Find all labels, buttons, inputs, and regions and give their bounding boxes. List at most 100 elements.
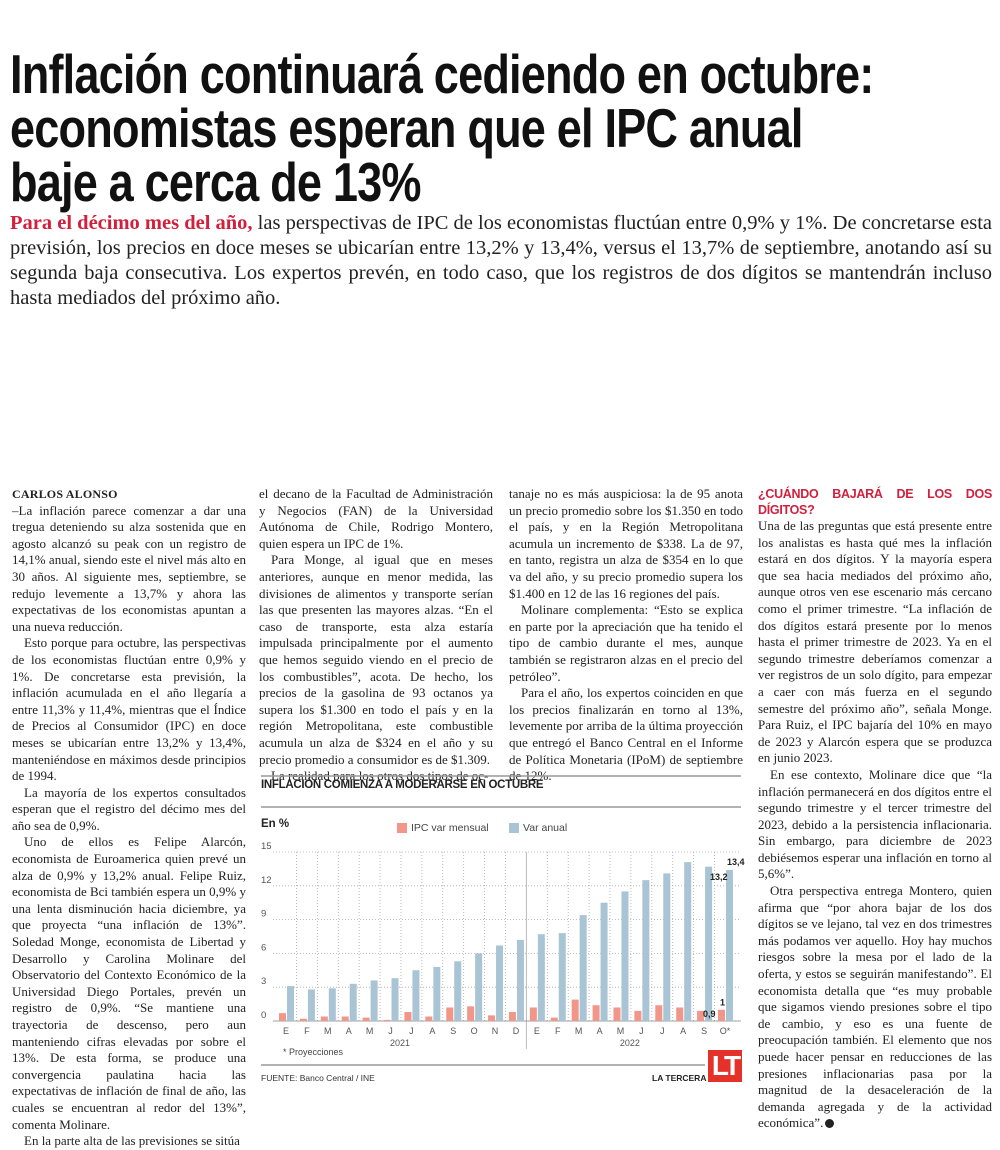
bar-ipc-mensual bbox=[467, 1006, 475, 1021]
bar-var-anual bbox=[349, 983, 357, 1021]
data-label: 1 bbox=[720, 998, 725, 1008]
legend-label: Var anual bbox=[523, 822, 568, 834]
chart-canvas: 0 3 6 9 12 15 E F M A M J J A S O N D E F M A M J J A S O* 2021 2022 1… bbox=[261, 775, 745, 1066]
bar-var-anual bbox=[663, 873, 671, 1021]
headline-line: economistas esperan que el IPC anual bbox=[10, 96, 803, 159]
bar-ipc-mensual bbox=[404, 1011, 412, 1021]
paragraph: Esto porque para octubre, las perspectiv… bbox=[12, 635, 246, 784]
legend-swatch bbox=[397, 823, 407, 833]
paragraph: Para Monge, al igual que en meses anteri… bbox=[259, 552, 493, 767]
byline: CARLOS ALONSO bbox=[12, 487, 118, 501]
bar-var-anual bbox=[621, 891, 629, 1021]
y-axis-label: En % bbox=[261, 818, 290, 830]
paragraph: Una de las preguntas que está presente e… bbox=[758, 518, 992, 766]
bar-var-anual bbox=[705, 866, 713, 1021]
paragraph: En ese contexto, Molinare dice que “la i… bbox=[758, 766, 992, 882]
data-label: 13,2 bbox=[710, 872, 728, 882]
x-tick-label: O* bbox=[720, 1026, 731, 1036]
bar-ipc-mensual bbox=[446, 1007, 454, 1021]
bar-var-anual bbox=[558, 933, 566, 1021]
year-label: 2021 bbox=[390, 1038, 410, 1048]
bar-ipc-mensual bbox=[488, 1015, 496, 1021]
x-tick-label: E bbox=[283, 1026, 289, 1036]
article-column-2: el decano de la Facultad de Administraci… bbox=[259, 486, 493, 785]
x-tick-label: J bbox=[660, 1026, 665, 1036]
legend-item-anual: Var anual bbox=[509, 822, 567, 834]
bar-var-anual bbox=[287, 986, 294, 1021]
headline: Inflación continuará cediendo en octubre… bbox=[10, 46, 1000, 213]
bar-var-anual bbox=[726, 870, 733, 1021]
bar-ipc-mensual bbox=[634, 1010, 642, 1021]
x-tick-label: E bbox=[534, 1026, 540, 1036]
bar-var-anual bbox=[307, 989, 315, 1021]
paragraph-text: Otra perspectiva entrega Montero, quien … bbox=[758, 883, 992, 1131]
bar-ipc-mensual bbox=[341, 1016, 349, 1021]
bar-ipc-mensual bbox=[383, 1019, 391, 1021]
article-column-4: ¿CUÁNDO BAJARÁ DE LOS DOS DÍGITOS? Una d… bbox=[758, 486, 992, 1132]
paragraph: Uno de ellos es Felipe Alarcón, economis… bbox=[12, 834, 246, 1132]
x-tick-label: D bbox=[513, 1026, 520, 1036]
y-tick-label: 9 bbox=[261, 909, 266, 920]
x-tick-label: J bbox=[639, 1026, 644, 1036]
bar-var-anual bbox=[684, 862, 692, 1021]
x-tick-label: A bbox=[346, 1026, 352, 1036]
x-tick-label: S bbox=[701, 1026, 707, 1036]
bar-var-anual bbox=[579, 915, 587, 1021]
x-tick-label: S bbox=[450, 1026, 456, 1036]
x-tick-label: J bbox=[409, 1026, 414, 1036]
bar-var-anual bbox=[600, 902, 608, 1021]
bar-ipc-mensual bbox=[697, 1010, 705, 1021]
bar-var-anual bbox=[475, 953, 483, 1021]
bar-var-anual bbox=[496, 945, 504, 1021]
lead-text: las perspectivas de IPC de los economist… bbox=[10, 212, 993, 309]
legend-label: IPC var mensual bbox=[411, 822, 489, 834]
x-tick-label: F bbox=[304, 1026, 310, 1036]
bar-ipc-mensual bbox=[613, 1007, 621, 1021]
headline-line: baje a cerca de 13% bbox=[10, 150, 421, 213]
bar-ipc-mensual bbox=[299, 1018, 307, 1021]
end-of-article-icon bbox=[825, 1119, 835, 1129]
paragraph: La mayoría de los expertos consultados e… bbox=[12, 784, 246, 833]
x-tick-label: A bbox=[597, 1026, 603, 1036]
bar-ipc-mensual bbox=[362, 1017, 370, 1021]
bar-ipc-mensual bbox=[676, 1007, 684, 1021]
paragraph: –La inflación parece comenzar a dar una … bbox=[12, 502, 246, 634]
chart-source: FUENTE: Banco Central / INE bbox=[261, 1073, 375, 1083]
bar-var-anual bbox=[537, 934, 545, 1021]
article-column-1: CARLOS ALONSO –La inflación parece comen… bbox=[12, 486, 246, 1150]
x-tick-label: M bbox=[617, 1026, 625, 1036]
bar-ipc-mensual bbox=[592, 1005, 600, 1021]
x-tick-label: M bbox=[324, 1026, 332, 1036]
legend-item-mensual: IPC var mensual bbox=[397, 822, 489, 834]
inflation-chart: 0 3 6 9 12 15 E F M A M J J A S O N D E F M A M J J A S O* 2021 2022 1… bbox=[255, 775, 750, 1095]
paragraph: Para el año, los expertos coinciden en q… bbox=[509, 685, 743, 784]
year-label: 2022 bbox=[620, 1038, 640, 1048]
lead-paragraph: Para el décimo mes del año, las perspect… bbox=[10, 211, 992, 311]
data-label: 0,9 bbox=[703, 1009, 716, 1019]
bar-ipc-mensual bbox=[655, 1005, 663, 1021]
legend-swatch bbox=[509, 823, 519, 833]
paragraph: Molinare complementa: “Esto se explica e… bbox=[509, 602, 743, 684]
x-tick-label: N bbox=[492, 1026, 499, 1036]
y-tick-label: 0 bbox=[261, 1010, 266, 1021]
y-tick-label: 15 bbox=[261, 841, 272, 852]
bar-ipc-mensual bbox=[571, 999, 579, 1021]
x-tick-label: J bbox=[388, 1026, 393, 1036]
y-tick-label: 3 bbox=[261, 976, 266, 987]
bar-var-anual bbox=[433, 966, 441, 1021]
x-tick-label: M bbox=[366, 1026, 374, 1036]
bar-ipc-mensual bbox=[279, 1013, 286, 1021]
x-tick-label: A bbox=[680, 1026, 686, 1036]
bar-var-anual bbox=[412, 970, 420, 1021]
article-column-3: tanaje no es más auspiciosa: la de 95 an… bbox=[509, 486, 743, 785]
section-subhead: ¿CUÁNDO BAJARÁ DE LOS DOS DÍGITOS? bbox=[758, 487, 992, 517]
chart-title: INFLACIÓN COMIENZA A MODERARSE EN OCTUBR… bbox=[261, 779, 544, 791]
paragraph: el decano de la Facultad de Administraci… bbox=[259, 486, 493, 551]
la-tercera-logo: LT bbox=[708, 1050, 742, 1082]
x-tick-label: O bbox=[471, 1026, 478, 1036]
paragraph: tanaje no es más auspiciosa: la de 95 an… bbox=[509, 486, 743, 601]
data-label: 13,4 bbox=[727, 857, 745, 867]
y-tick-label: 12 bbox=[261, 875, 272, 886]
bar-ipc-mensual bbox=[718, 1009, 725, 1021]
bar-var-anual bbox=[516, 939, 524, 1021]
